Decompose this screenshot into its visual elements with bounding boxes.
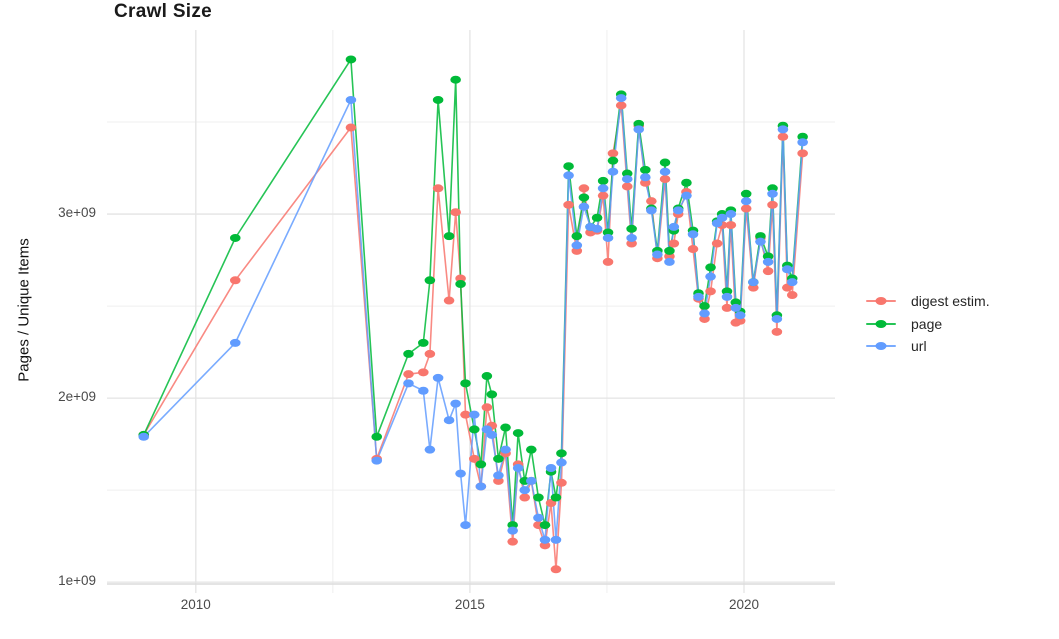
legend-label-digest-estim: digest estim. bbox=[911, 293, 990, 309]
digest-line-dot-swatch-icon bbox=[866, 293, 896, 309]
url-line-dot-swatch-icon bbox=[866, 338, 896, 354]
digest-point-icon bbox=[875, 297, 887, 305]
x-tick-label-2015: 2015 bbox=[454, 597, 485, 612]
page-point-icon bbox=[875, 319, 887, 328]
legend-item-page: page bbox=[866, 316, 990, 332]
x-tick-label-2020: 2020 bbox=[728, 597, 760, 612]
url-point-icon bbox=[875, 342, 887, 350]
legend: digest estim. page url bbox=[866, 293, 990, 361]
legend-item-url: url bbox=[866, 338, 990, 354]
y-tick-label-2e09: 2e+09 bbox=[58, 389, 96, 405]
x-tick-label-2010: 2010 bbox=[180, 597, 211, 612]
page-line-dot-swatch-icon bbox=[866, 316, 896, 332]
legend-item-digest-estim: digest estim. bbox=[866, 293, 990, 309]
y-tick-label-1e09: 1e+09 bbox=[58, 573, 96, 589]
chart-title: Crawl Size bbox=[114, 1, 213, 22]
y-tick-label-3e09: 3e+09 bbox=[58, 205, 96, 221]
legend-label-url: url bbox=[911, 338, 927, 354]
legend-label-page: page bbox=[911, 315, 943, 332]
